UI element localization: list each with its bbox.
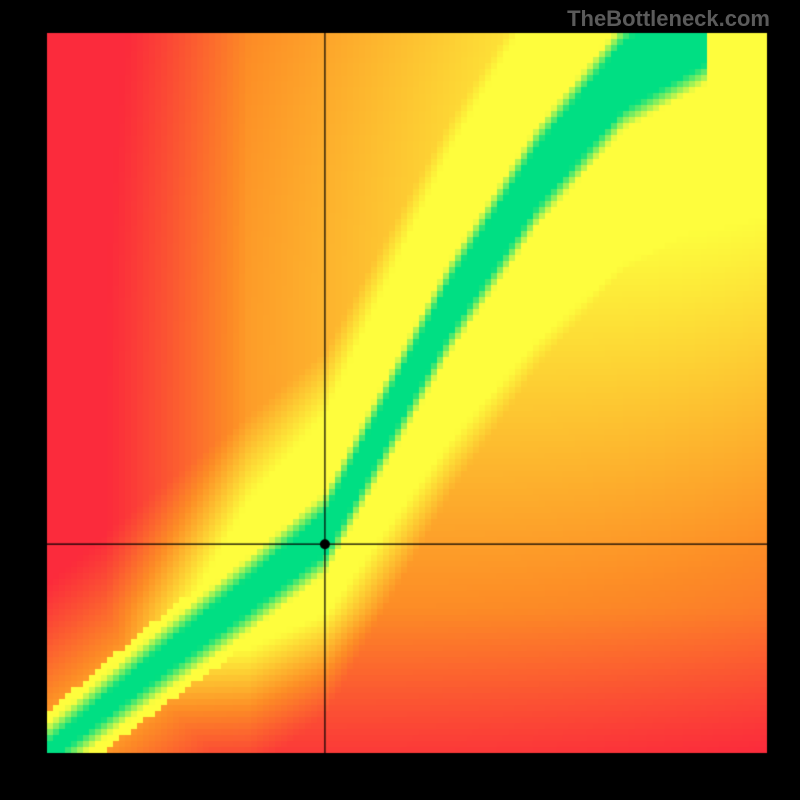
- chart-container: TheBottleneck.com: [0, 0, 800, 800]
- watermark-text: TheBottleneck.com: [567, 6, 770, 32]
- heatmap-canvas: [0, 0, 800, 800]
